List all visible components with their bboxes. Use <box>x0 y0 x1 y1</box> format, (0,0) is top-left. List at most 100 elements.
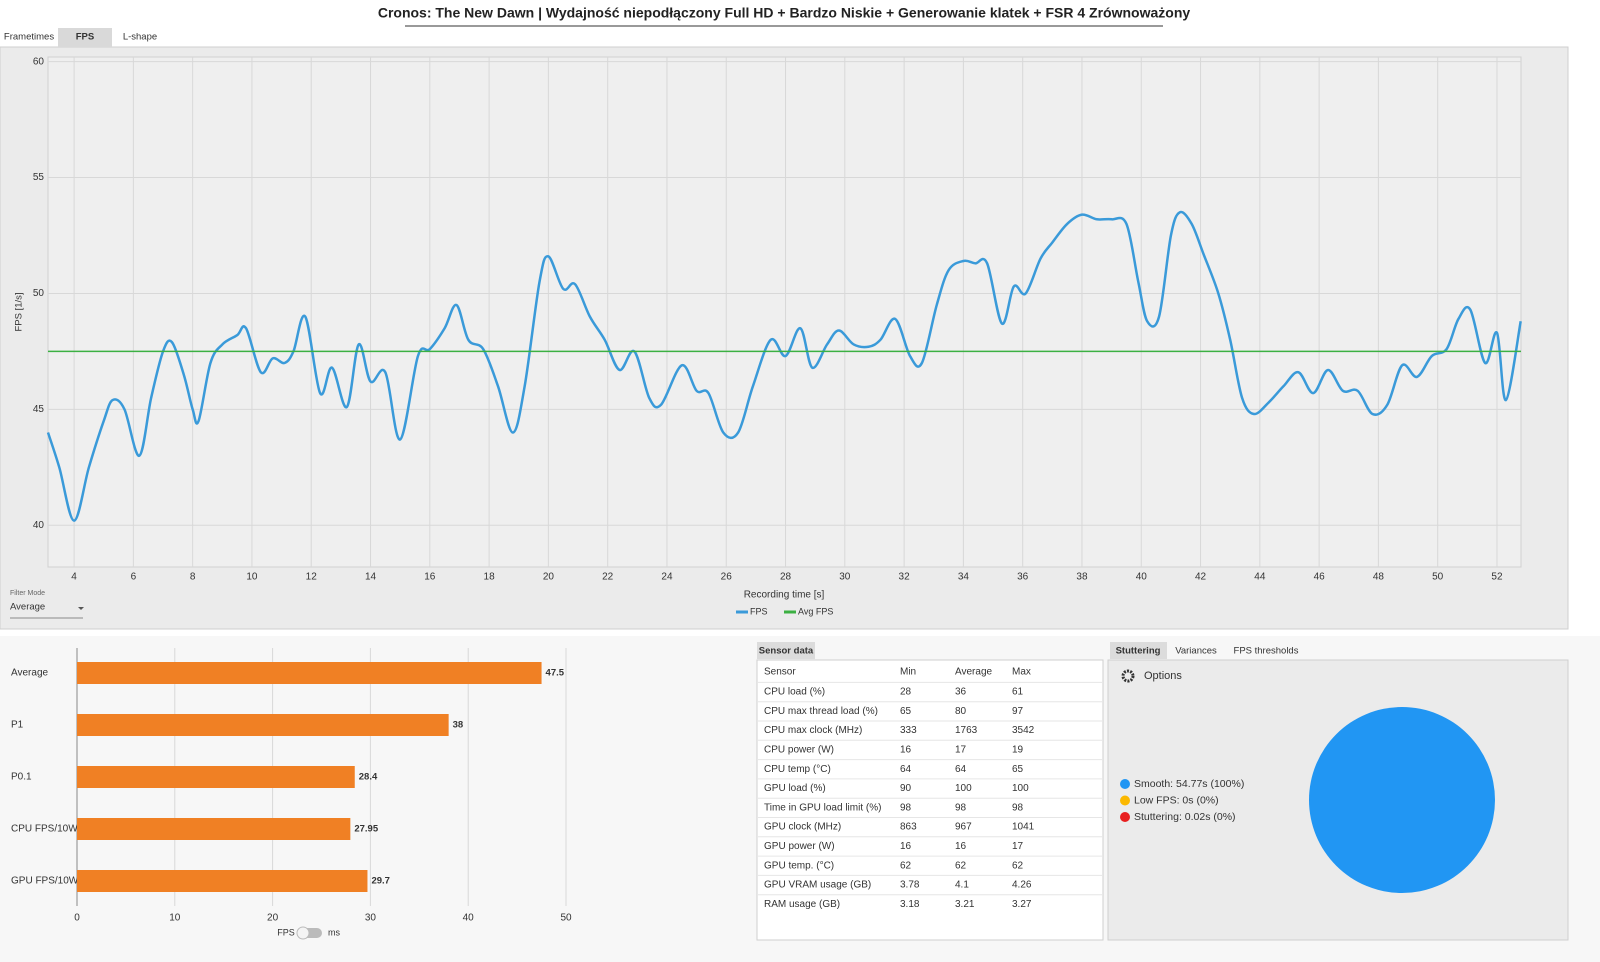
table-cell: 98 <box>1012 802 1024 813</box>
x-tick-label: 42 <box>1195 572 1207 583</box>
analysis-tab[interactable]: Variances <box>1175 646 1217 657</box>
table-cell: 98 <box>955 802 967 813</box>
table-cell: 16 <box>955 841 967 852</box>
x-tick-label: 10 <box>246 572 258 583</box>
table-cell: 61 <box>1012 687 1024 698</box>
value-label: 29.7 <box>371 876 390 887</box>
x-tick-label: 20 <box>267 913 279 924</box>
table-cell: RAM usage (GB) <box>764 899 840 910</box>
category-label: CPU FPS/10W <box>11 824 78 835</box>
table-header: Min <box>900 667 916 678</box>
table-cell: 65 <box>1012 764 1024 775</box>
table-cell: GPU power (W) <box>764 841 835 852</box>
x-tick-label: 28 <box>780 572 792 583</box>
table-cell: 62 <box>900 860 912 871</box>
value-label: 27.95 <box>354 824 378 835</box>
table-cell: 1041 <box>1012 822 1035 833</box>
table-cell: CPU power (W) <box>764 745 834 756</box>
x-tick-label: 50 <box>1432 572 1444 583</box>
x-tick-label: 46 <box>1314 572 1326 583</box>
x-tick-label: 10 <box>169 913 181 924</box>
table-cell: GPU VRAM usage (GB) <box>764 880 871 891</box>
toggle-right[interactable]: ms <box>328 927 340 937</box>
legend-label: Avg FPS <box>798 606 833 616</box>
table-cell: GPU load (%) <box>764 783 826 794</box>
view-tab[interactable]: FPS <box>76 32 94 43</box>
x-tick-label: 40 <box>463 913 475 924</box>
x-tick-label: 22 <box>602 572 614 583</box>
analysis-tab-bg <box>1110 642 1167 659</box>
category-label: GPU FPS/10W <box>11 876 79 887</box>
sensor-tab[interactable]: Sensor data <box>759 646 814 657</box>
analysis-tab[interactable]: Stuttering <box>1116 646 1161 657</box>
x-tick-label: 44 <box>1254 572 1266 583</box>
x-tick-label: 14 <box>365 572 377 583</box>
table-cell: Time in GPU load limit (%) <box>764 802 881 813</box>
x-tick-label: 20 <box>543 572 555 583</box>
table-cell: 16 <box>900 841 912 852</box>
analysis-tab[interactable]: FPS thresholds <box>1234 646 1299 657</box>
x-tick-label: 52 <box>1491 572 1503 583</box>
bar <box>77 818 351 840</box>
x-tick-label: 24 <box>661 572 673 583</box>
category-label: P1 <box>11 720 24 731</box>
x-tick-label: 50 <box>560 913 572 924</box>
table-cell: 3.21 <box>955 899 975 910</box>
legend-dot <box>1120 812 1130 822</box>
category-label: Average <box>11 668 49 679</box>
series-line <box>46 210 1522 522</box>
view-tab[interactable]: L-shape <box>123 32 157 43</box>
options-icon[interactable] <box>1121 669 1135 683</box>
table-cell: 1763 <box>955 725 978 736</box>
legend-label: Low FPS: 0s (0%) <box>1134 794 1219 806</box>
options-label[interactable]: Options <box>1144 670 1182 682</box>
plot-area <box>47 56 1522 568</box>
view-tab[interactable]: Frametimes <box>4 32 54 43</box>
toggle-left[interactable]: FPS <box>277 927 295 937</box>
table-cell: 16 <box>900 745 912 756</box>
x-tick-label: 38 <box>1076 572 1088 583</box>
table-cell: GPU temp. (°C) <box>764 860 834 871</box>
table-cell: 90 <box>900 783 912 794</box>
legend-label: Smooth: 54.77s (100%) <box>1134 778 1244 790</box>
pie-slice <box>1309 707 1495 893</box>
bar <box>77 766 355 788</box>
legend-dot <box>1120 779 1130 789</box>
table-cell: 100 <box>1012 783 1029 794</box>
page-title: Cronos: The New Dawn | Wydajność niepodł… <box>378 5 1191 21</box>
category-label: P0.1 <box>11 772 32 783</box>
x-tick-label: 4 <box>71 572 77 583</box>
x-tick-label: 48 <box>1373 572 1385 583</box>
legend-label: FPS <box>750 606 768 616</box>
sensor-tab-bg <box>757 642 815 659</box>
y-tick-label: 55 <box>33 172 45 183</box>
table-cell: GPU clock (MHz) <box>764 822 841 833</box>
legend-label: Stuttering: 0.02s (0%) <box>1134 811 1236 823</box>
x-axis-label: Recording time [s] <box>744 590 825 601</box>
table-cell: 967 <box>955 822 972 833</box>
x-tick-label: 30 <box>365 913 377 924</box>
table-cell: 36 <box>955 687 967 698</box>
table-header: Sensor <box>764 667 796 678</box>
table-cell: 98 <box>900 802 912 813</box>
y-tick-label: 40 <box>33 520 45 531</box>
table-cell: 333 <box>900 725 917 736</box>
table-cell: 3542 <box>1012 725 1035 736</box>
toggle-knob[interactable] <box>296 926 310 940</box>
table-cell: 4.1 <box>955 880 969 891</box>
table-cell: 4.26 <box>1012 880 1032 891</box>
table-cell: CPU temp (°C) <box>764 764 831 775</box>
x-tick-label: 30 <box>839 572 851 583</box>
filter-value[interactable]: Average <box>10 602 45 613</box>
value-label: 28.4 <box>359 772 378 783</box>
table-cell: 19 <box>1012 745 1024 756</box>
x-tick-label: 36 <box>1017 572 1029 583</box>
table-cell: 3.18 <box>900 899 920 910</box>
gear[interactable] <box>1121 669 1135 683</box>
x-tick-label: 18 <box>484 572 496 583</box>
dropdown-arrow[interactable] <box>78 607 84 610</box>
x-tick-label: 40 <box>1136 572 1148 583</box>
table-cell: 100 <box>955 783 972 794</box>
bar <box>77 662 542 684</box>
